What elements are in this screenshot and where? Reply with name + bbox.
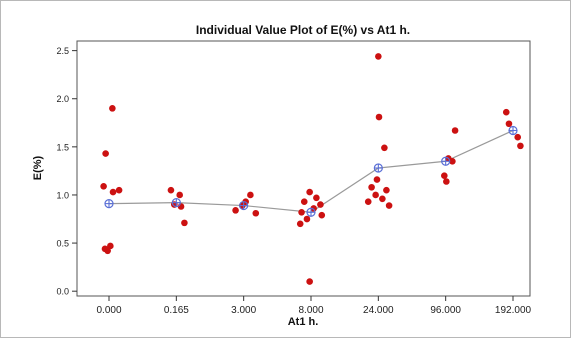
- data-point: [100, 183, 107, 190]
- data-point: [451, 127, 459, 134]
- y-tick-label: 1.0: [56, 190, 69, 200]
- data-point: [310, 205, 317, 212]
- data-point: [381, 144, 388, 152]
- data-point: [517, 142, 524, 150]
- data-point: [181, 219, 188, 227]
- data-point: [107, 242, 114, 250]
- data-point: [252, 209, 260, 217]
- data-point: [102, 150, 109, 157]
- data-point: [104, 247, 111, 255]
- mean-marker: [508, 125, 518, 136]
- data-point: [318, 211, 326, 219]
- data-point: [303, 215, 311, 223]
- x-tick-label: 0.165: [164, 305, 189, 316]
- data-point: [505, 120, 513, 128]
- data-point: [232, 207, 239, 214]
- data-point: [176, 191, 183, 199]
- x-tick-label: 3.000: [231, 305, 256, 316]
- data-point: [115, 186, 123, 194]
- data-point: [441, 172, 448, 180]
- mean-marker: [171, 198, 181, 208]
- y-tick-label: 1.5: [56, 142, 69, 152]
- data-point: [514, 133, 522, 141]
- data-point: [306, 188, 313, 196]
- data-point: [373, 176, 381, 183]
- data-point: [167, 186, 175, 194]
- y-tick-label: 0.5: [56, 239, 69, 249]
- data-point: [443, 178, 450, 185]
- data-point: [379, 195, 386, 203]
- x-tick-label: 0.000: [96, 305, 121, 316]
- mean-marker: [373, 163, 383, 173]
- chart-title: Individual Value Plot of E(%) vs At1 h.: [196, 23, 410, 37]
- mean-marker: [104, 199, 114, 209]
- x-tick-label: 24.000: [363, 305, 394, 316]
- data-point: [313, 194, 320, 202]
- data-point: [109, 105, 116, 112]
- data-point: [298, 208, 305, 216]
- mean-marker: [239, 200, 249, 211]
- y-axis: 0.0 0.5 1.0 1.5 2.0 2.5: [56, 46, 77, 297]
- x-axis: 0.000 0.165 3.000 8.000 24.000 96.000 192.000: [96, 296, 532, 316]
- data-point: [109, 188, 117, 196]
- data-point: [383, 186, 390, 194]
- x-tick-label: 96.000: [430, 305, 461, 316]
- data-point: [368, 183, 375, 191]
- y-axis-title: E(%): [32, 155, 44, 180]
- plot-area: [76, 40, 531, 297]
- mean-marker: [441, 156, 451, 166]
- y-tick-label: 2.5: [56, 46, 69, 56]
- x-axis-title: At1 h.: [288, 316, 319, 328]
- data-point: [317, 201, 324, 208]
- data-point: [375, 113, 383, 121]
- data-point: [247, 191, 254, 199]
- data-point: [449, 157, 456, 165]
- mean-marker: [306, 207, 316, 217]
- data-point: [364, 198, 372, 205]
- data-point: [375, 53, 382, 60]
- y-tick-label: 0.0: [56, 287, 69, 297]
- data-point: [306, 278, 313, 285]
- mean-markers: [104, 125, 518, 217]
- data-point: [372, 191, 379, 199]
- data-point: [300, 198, 308, 205]
- x-tick-label: 192.000: [495, 305, 532, 316]
- data-point: [296, 220, 304, 228]
- x-tick-label: 8.000: [298, 305, 323, 316]
- data-point: [502, 108, 510, 116]
- y-tick-label: 2.0: [56, 94, 69, 104]
- data-point: [385, 202, 393, 209]
